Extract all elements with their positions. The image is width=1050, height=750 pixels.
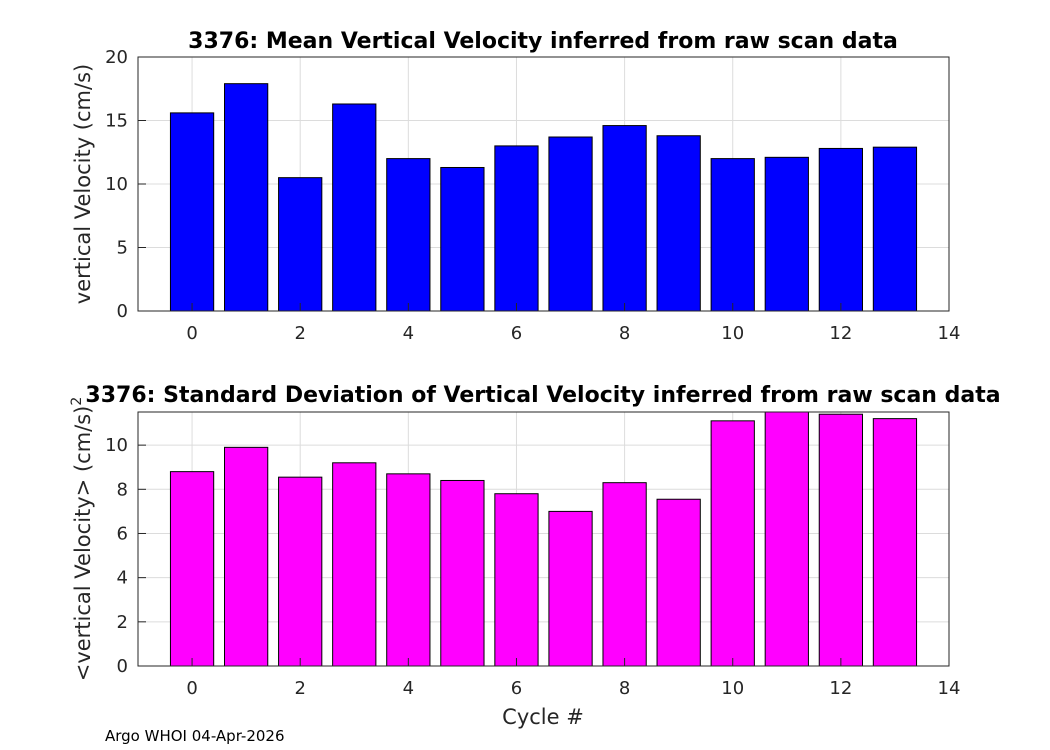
mean-velocity-x-ticks: 0 2 4 6 8 10 12 14 (186, 303, 960, 344)
std-velocity-y-tick-label: 8 (117, 479, 128, 500)
mean-velocity-title: 3376: Mean Vertical Velocity inferred fr… (188, 29, 898, 54)
mean-velocity-x-tick-label: 10 (721, 323, 744, 344)
mean-velocity-y-ticks: 0 5 10 15 20 (105, 47, 146, 322)
std-velocity-bar-cycle-1 (224, 446, 269, 667)
mean-velocity-bar-cycle-12 (818, 147, 863, 312)
mean-velocity-bar-cycle-3 (332, 103, 377, 312)
mean-velocity-bar-cycle-2 (278, 177, 323, 312)
mean-velocity-bar-cycle-8 (602, 125, 647, 312)
mean-velocity-bar-cycle-11 (764, 156, 809, 312)
mean-velocity-bar-cycle-10 (710, 158, 755, 312)
mean-velocity-x-tick-label: 4 (403, 323, 414, 344)
mean-velocity-bar-cycle-5 (440, 166, 485, 312)
std-velocity-bar-cycle-8 (602, 482, 647, 667)
mean-velocity-bar-cycle-0 (169, 112, 215, 312)
mean-velocity-y-tick-label: 0 (117, 301, 128, 322)
std-velocity-title: 3376: Standard Deviation of Vertical Vel… (85, 383, 1000, 408)
std-velocity-x-tick-label: 4 (403, 678, 414, 699)
mean-velocity-x-tick-label: 6 (511, 323, 522, 344)
mean-velocity-y-tick-label: 15 (105, 111, 128, 132)
std-velocity-x-tick-label: 6 (511, 678, 522, 699)
mean-velocity-bars (169, 83, 918, 312)
mean-velocity-bar-cycle-13 (872, 146, 918, 312)
mean-velocity-x-tick-label: 0 (186, 323, 197, 344)
std-velocity-y-tick-label: 6 (117, 523, 128, 544)
std-velocity-x-tick-label: 2 (294, 678, 305, 699)
mean-velocity-chart: 0 2 4 6 8 10 12 14 0 5 10 15 20 3376: Mean Vertical… (71, 29, 960, 344)
std-velocity-y-tick-label: 10 (105, 435, 128, 456)
std-velocity-x-tick-label: 14 (938, 678, 961, 699)
std-velocity-x-tick-label: 8 (619, 678, 630, 699)
std-velocity-bar-cycle-5 (440, 479, 485, 667)
std-velocity-bar-cycle-6 (494, 493, 539, 667)
std-velocity-bar-cycle-0 (169, 471, 215, 667)
mean-velocity-y-label: vertical Velocity (cm/s) (71, 64, 95, 304)
std-velocity-y-tick-label: 0 (117, 656, 128, 677)
mean-velocity-bar-cycle-9 (656, 135, 701, 312)
std-velocity-y-label: <vertical Velocity> (cm/s)2 (69, 397, 95, 682)
std-velocity-bar-cycle-9 (656, 498, 701, 667)
std-velocity-y-label-superscript: 2 (69, 397, 85, 406)
std-velocity-y-tick-label: 2 (117, 612, 128, 633)
std-velocity-y-tick-label: 4 (117, 568, 128, 589)
std-velocity-bar-cycle-10 (710, 420, 755, 667)
std-velocity-bar-cycle-2 (278, 476, 323, 667)
mean-velocity-x-tick-label: 14 (938, 323, 961, 344)
std-velocity-x-ticks: 0 2 4 6 8 10 12 14 (186, 658, 960, 699)
mean-velocity-x-tick-label: 2 (294, 323, 305, 344)
mean-velocity-x-tick-label: 12 (829, 323, 852, 344)
std-velocity-bar-cycle-12 (818, 413, 863, 667)
mean-velocity-x-tick-label: 8 (619, 323, 630, 344)
std-velocity-axes (137, 411, 950, 667)
std-velocity-bar-cycle-13 (872, 418, 918, 667)
std-velocity-bars (169, 411, 918, 667)
std-velocity-x-label: Cycle # (502, 705, 584, 729)
mean-velocity-y-tick-label: 10 (105, 174, 128, 195)
std-velocity-frame (137, 411, 950, 667)
std-velocity-y-label-text: <vertical Velocity> (cm/s) (71, 406, 95, 682)
footer-credit: Argo WHOI 04-Apr-2026 (105, 727, 285, 745)
mean-velocity-bar-cycle-1 (224, 83, 269, 312)
std-velocity-bar-cycle-7 (548, 510, 593, 667)
std-velocity-bar-cycle-11 (764, 411, 809, 667)
mean-velocity-bar-cycle-4 (386, 158, 431, 312)
mean-velocity-y-tick-label: 5 (117, 238, 128, 259)
std-velocity-y-ticks: 0 2 4 6 8 10 (105, 435, 146, 677)
std-velocity-x-tick-label: 0 (186, 678, 197, 699)
mean-velocity-bar-cycle-7 (548, 136, 593, 312)
mean-velocity-bar-cycle-6 (494, 145, 539, 312)
std-velocity-x-tick-label: 12 (829, 678, 852, 699)
std-velocity-y-label-group: <vertical Velocity> (cm/s)2 (69, 397, 95, 682)
std-velocity-x-tick-label: 10 (721, 678, 744, 699)
mean-velocity-y-tick-label: 20 (105, 47, 128, 68)
std-velocity-chart: 0 2 4 6 8 10 12 14 0 2 4 6 8 10 3376: Standard Devia… (69, 383, 1001, 729)
std-velocity-bar-cycle-4 (386, 473, 431, 667)
std-velocity-bar-cycle-3 (332, 462, 377, 667)
